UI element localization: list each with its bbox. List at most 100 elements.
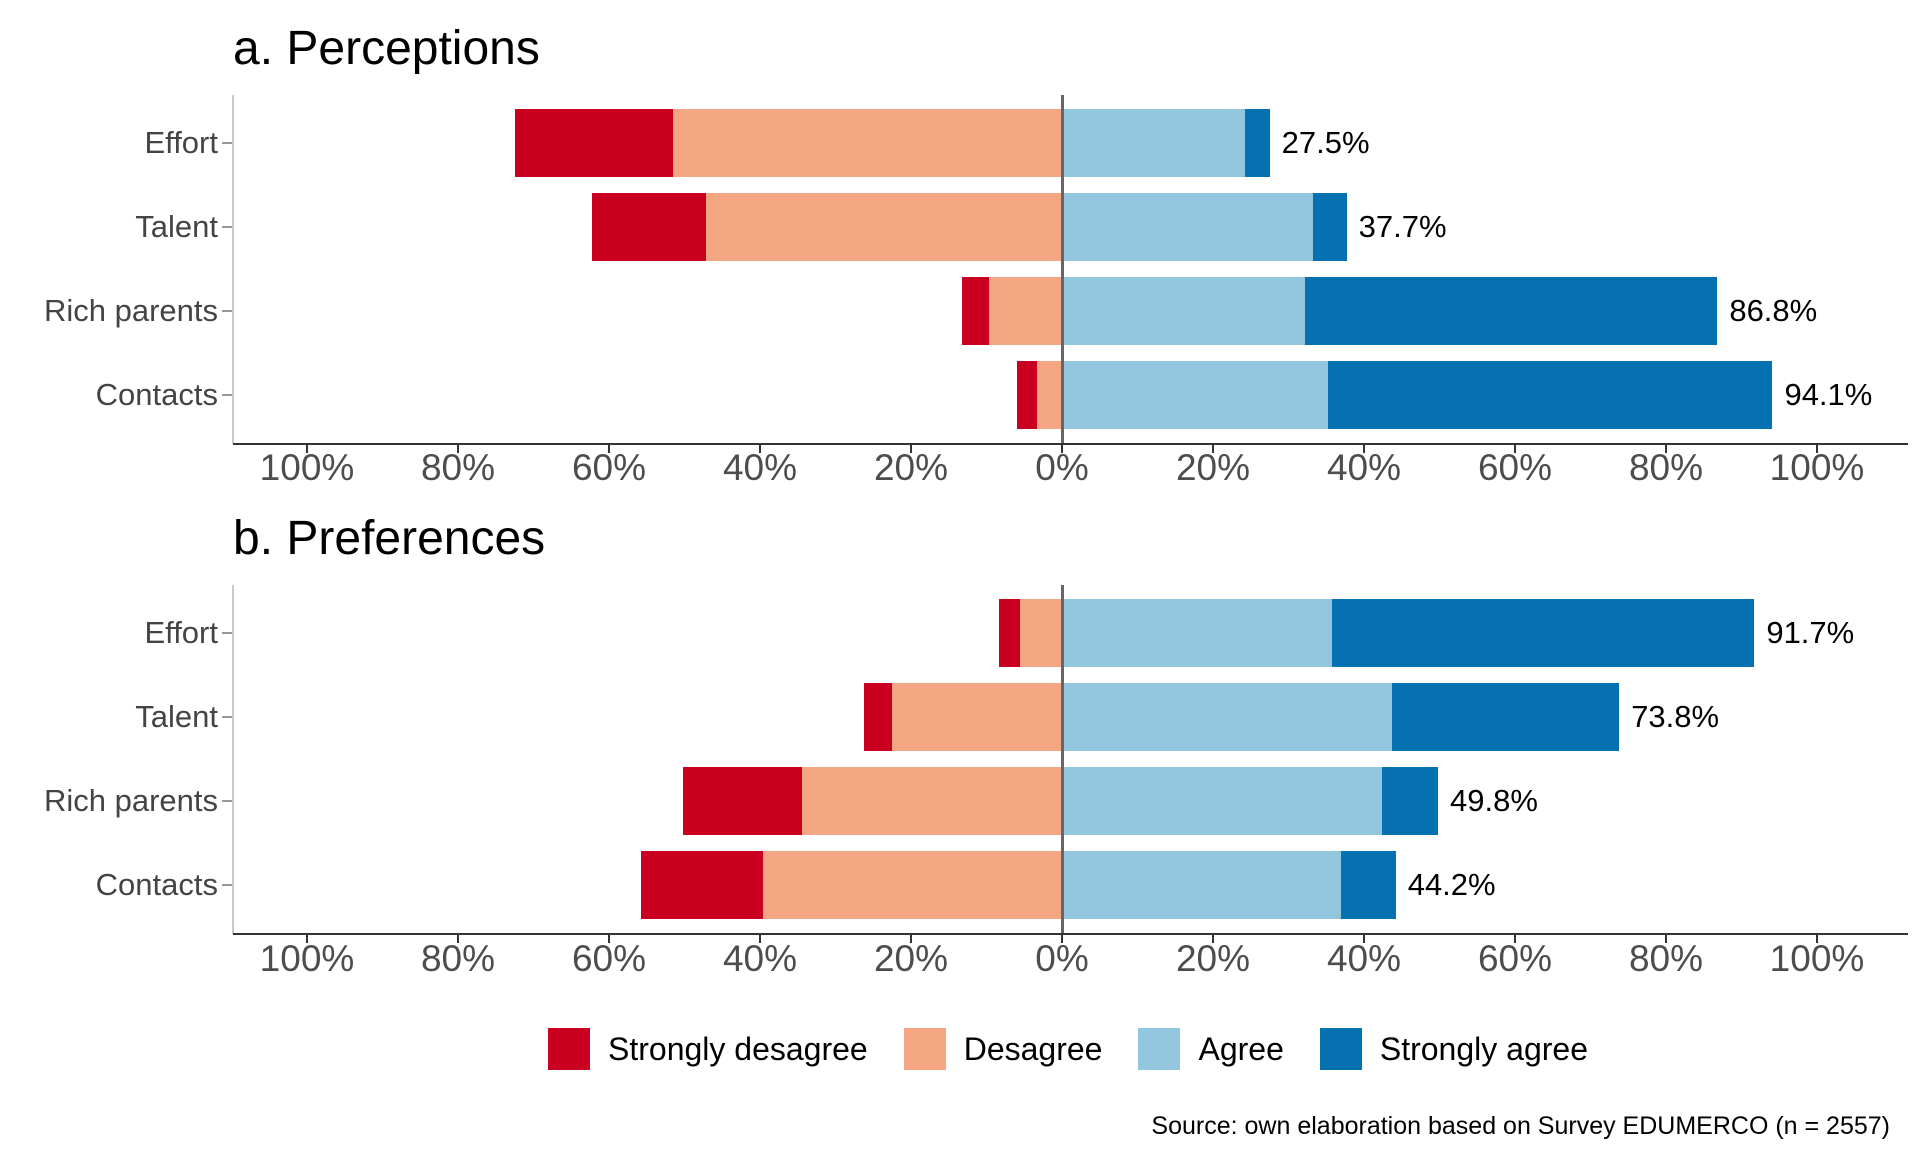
axis-tick (1816, 935, 1818, 943)
axis-tick (759, 935, 761, 943)
category-label: Rich parents (43, 783, 218, 818)
bar-segment-strongly-disagree (640, 851, 763, 919)
axis-tick (1212, 935, 1214, 943)
axis-tick (608, 935, 610, 943)
bar-segment-strongly-disagree (514, 109, 674, 177)
axis-tick (608, 445, 610, 453)
right-value-label: 94.1% (1784, 377, 1873, 412)
category-label: Contacts (95, 377, 218, 412)
axis-tick (759, 445, 761, 453)
axis-tick (910, 445, 912, 453)
bar-segment-disagree (988, 277, 1062, 345)
x-axis-baseline (233, 933, 1908, 935)
bar-row (1017, 361, 1773, 429)
legend-swatch-agree (1138, 1028, 1181, 1070)
bar-segment-strongly-disagree (682, 767, 802, 835)
bar-segment-disagree (801, 767, 1062, 835)
bar-segment-agree (1061, 193, 1314, 261)
legend-label: Desagree (963, 1030, 1103, 1067)
axis-tick (457, 445, 459, 453)
right-value-label: 37.7% (1358, 209, 1447, 244)
axis-tick-label: 20% (873, 938, 949, 979)
axis-tick-label: 20% (1175, 938, 1251, 979)
legend-swatch-strongly-disagree (548, 1028, 590, 1070)
axis-tick (1514, 935, 1516, 943)
bar-segment-disagree (1037, 361, 1062, 429)
axis-tick-label: 0% (1035, 447, 1089, 488)
bar-segment-disagree (892, 683, 1062, 751)
panel-a-title: a. Perceptions (233, 22, 540, 75)
axis-tick (457, 935, 459, 943)
bar-segment-agree (1061, 683, 1392, 751)
axis-tick (306, 935, 308, 943)
x-axis-baseline (233, 443, 1908, 445)
zero-line (1061, 95, 1064, 444)
bar-segment-strongly-disagree (1017, 361, 1038, 429)
category-label: Talent (135, 699, 218, 734)
axis-tick (1363, 935, 1365, 943)
legend-label: Strongly desagree (608, 1030, 868, 1067)
category-tick (222, 800, 233, 802)
bar-segment-strongly-agree (1313, 193, 1347, 261)
right-value-label: 86.8% (1729, 293, 1818, 328)
legend-label: Agree (1198, 1030, 1284, 1067)
bar-segment-strongly-disagree (962, 277, 989, 345)
axis-tick-label: 20% (1175, 447, 1251, 488)
right-value-label: 49.8% (1449, 783, 1538, 818)
category-tick (222, 884, 233, 886)
bar-segment-disagree (1020, 599, 1062, 667)
category-tick (222, 632, 233, 634)
bar-segment-agree (1061, 599, 1332, 667)
bar-segment-strongly-agree (1382, 767, 1438, 835)
category-tick (222, 716, 233, 718)
bar-segment-agree (1061, 361, 1328, 429)
axis-tick-label: 60% (1477, 447, 1553, 488)
legend-item: Agree (1138, 1028, 1284, 1070)
axis-tick-label: 20% (873, 447, 949, 488)
category-tick (222, 394, 233, 396)
bar-segment-disagree (763, 851, 1062, 919)
legend-item: Desagree (903, 1028, 1103, 1070)
axis-tick (1816, 445, 1818, 453)
bar-row (864, 683, 1620, 751)
bar-row (591, 193, 1347, 261)
bar-row (682, 767, 1438, 835)
legend-item: Strongly agree (1319, 1028, 1588, 1070)
bar-segment-strongly-disagree (999, 599, 1021, 667)
bar-segment-agree (1061, 277, 1306, 345)
bar-segment-strongly-disagree (591, 193, 707, 261)
bar-segment-agree (1061, 851, 1342, 919)
axis-tick-label: 60% (571, 447, 647, 488)
axis-tick-label: 80% (420, 938, 496, 979)
bar-segment-strongly-agree (1327, 361, 1773, 429)
category-label: Contacts (95, 867, 218, 902)
axis-tick (1665, 445, 1667, 453)
legend-label: Strongly agree (1379, 1030, 1588, 1067)
bar-segment-strongly-agree (1305, 277, 1718, 345)
bar-row (640, 851, 1396, 919)
bar-segment-strongly-disagree (864, 683, 893, 751)
bar-segment-strongly-agree (1391, 683, 1620, 751)
bar-segment-strongly-agree (1244, 109, 1270, 177)
axis-tick (1212, 445, 1214, 453)
bar-segment-agree (1061, 109, 1245, 177)
axis-tick-label: 40% (722, 938, 798, 979)
axis-tick-label: 80% (420, 447, 496, 488)
right-value-label: 73.8% (1631, 699, 1720, 734)
category-label: Effort (144, 615, 218, 650)
legend-item: Strongly desagree (548, 1028, 868, 1070)
axis-tick (910, 935, 912, 943)
zero-line (1061, 585, 1064, 934)
category-label: Rich parents (43, 293, 218, 328)
panel-left-axis-line (232, 95, 234, 444)
axis-tick (1061, 445, 1063, 453)
bar-segment-agree (1061, 767, 1383, 835)
right-value-label: 27.5% (1281, 125, 1370, 160)
axis-tick (306, 445, 308, 453)
bar-segment-strongly-agree (1341, 851, 1396, 919)
axis-tick (1363, 445, 1365, 453)
axis-tick-label: 100% (259, 938, 355, 979)
axis-tick-label: 80% (1628, 447, 1704, 488)
bar-row (514, 109, 1270, 177)
category-tick (222, 310, 233, 312)
